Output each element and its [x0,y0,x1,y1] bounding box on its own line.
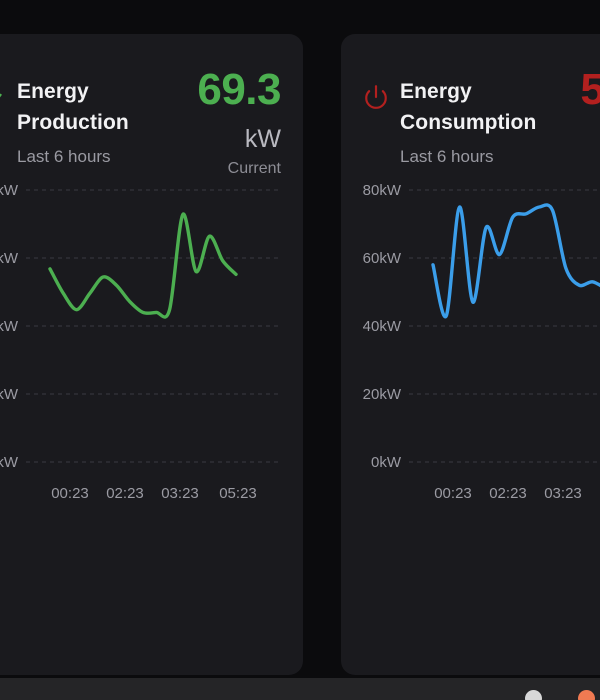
metric-title-line2: Consumption [400,111,537,135]
card-header-right: 53.0 kW Current [580,60,600,177]
title-block: Energy Consumption Last 6 hours [400,76,536,168]
x-axis-tick-label: 00:23 [51,485,89,502]
y-axis-tick-label: 20kW [363,386,402,403]
metric-subtitle: Last 6 hours [400,147,494,167]
y-axis-tick-label: 40kW [363,318,402,335]
metric-cards-row: Energy Production Last 6 hours 69.3 kW Cu… [0,34,600,675]
metric-unit: kW [244,124,281,153]
card-header-left: Energy Consumption Last 6 hours [363,60,536,168]
y-axis-tick-label: 25kW [0,386,19,403]
metric-value: 53.0 [580,65,600,114]
metric-title-line1: Energy [400,80,472,103]
y-axis-tick-label: 60kW [363,250,402,267]
metric-value: 69.3 [197,65,281,114]
x-axis-tick-label: 05:23 [219,485,257,502]
card-energy-consumption[interactable]: Energy Consumption Last 6 hours 53.0 kW C… [341,34,600,675]
taskbar[interactable] [0,678,600,700]
power-icon [363,84,389,110]
metric-title-line2: Production [17,111,129,135]
metric-title: Energy Production [17,76,129,138]
y-axis-tick-label: 0kW [0,454,19,471]
card-energy-production[interactable]: Energy Production Last 6 hours 69.3 kW Cu… [0,34,303,675]
metric-title-line1: Energy [17,80,89,103]
series-line-production [48,212,238,319]
xtick-labels-production: 00:23 02:23 03:23 05:23 [51,485,257,502]
x-axis-tick-label: 03:23 [544,485,582,502]
x-axis-tick-label: 02:23 [106,485,144,502]
card-header: Energy Production Last 6 hours 69.3 kW Cu… [0,60,281,176]
app-icon-orange[interactable] [578,690,595,700]
card-header-right: 69.3 kW Current [197,60,281,177]
gridlines-consumption [409,189,600,463]
ytick-labels-consumption: 0kW 20kW 40kW 60kW 80kW [363,182,402,471]
gridlines-production [26,189,281,463]
y-axis-tick-label: 80kW [363,182,402,199]
card-header-left: Energy Production Last 6 hours [0,60,129,168]
title-block: Energy Production Last 6 hours [17,76,129,168]
app-icon-light[interactable] [525,690,542,700]
metric-state-label: Current [227,159,281,177]
y-axis-tick-label: 100kW [0,182,19,199]
x-axis-tick-label: 02:23 [489,485,527,502]
x-axis-tick-label: 00:23 [434,485,472,502]
y-axis-tick-label: 75kW [0,250,19,267]
series-line-consumption [431,203,600,319]
metric-subtitle: Last 6 hours [17,147,111,167]
lightning-bolt-icon [0,84,6,110]
x-axis-tick-label: 03:23 [161,485,199,502]
y-axis-tick-label: 0kW [371,454,402,471]
metric-title: Energy Consumption [400,76,536,138]
